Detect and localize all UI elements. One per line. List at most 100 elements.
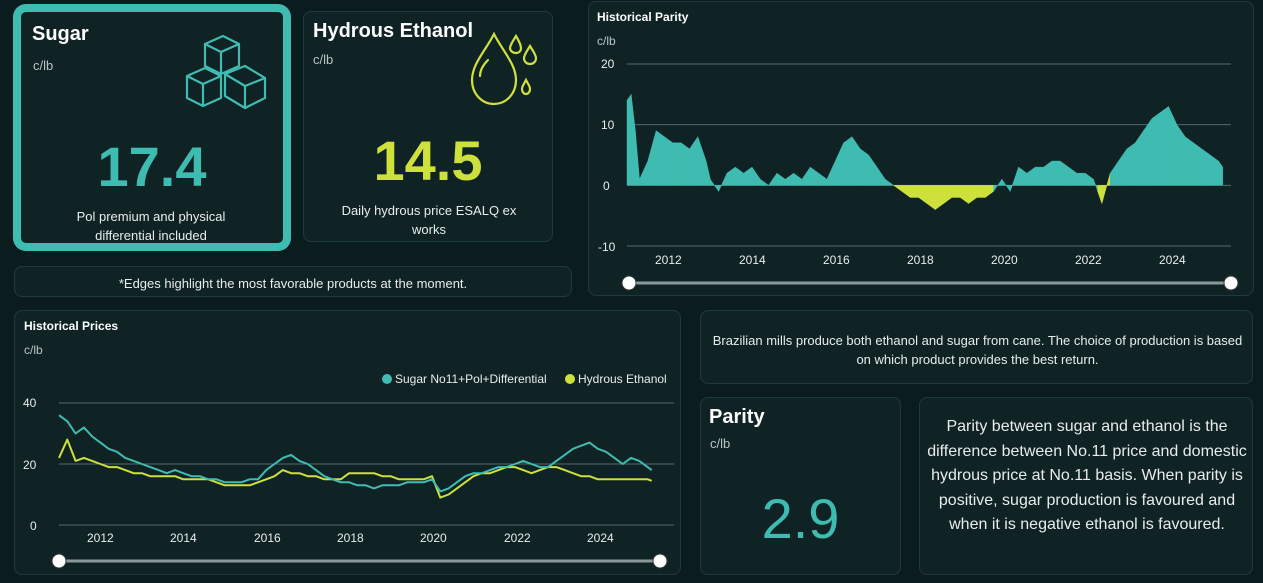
parity-area-segment	[1043, 160, 1053, 186]
parity-area-segment	[835, 142, 844, 186]
droplets-icon	[470, 31, 538, 106]
parity-area-segment	[726, 166, 736, 186]
sugar-price: 17.4	[97, 135, 207, 198]
parity-area-segment	[951, 185, 961, 198]
parity-area-segment	[776, 172, 786, 186]
parity-area-segment	[1176, 123, 1186, 186]
ethanol-description: Daily hydrous price ESALQ ex works	[341, 203, 517, 237]
parity-area-segment	[710, 178, 719, 193]
parity-area-segment	[926, 185, 936, 211]
edges-note: *Edges highlight the most favorable prod…	[118, 276, 468, 291]
parity-x-tick: 2012	[655, 253, 682, 267]
parity-area-segment	[760, 178, 770, 186]
prices-range-end-handle[interactable]	[652, 553, 668, 569]
parity-area-segment	[1001, 178, 1011, 193]
parity-area-segment	[1134, 129, 1144, 186]
parity-area-segment	[885, 178, 895, 186]
parity-area-segment	[630, 94, 636, 186]
prices-y-tick: 0	[30, 519, 37, 533]
parity-unit: c/lb	[710, 436, 731, 451]
parity-area-segment	[868, 154, 878, 186]
parity-range-end-handle[interactable]	[1223, 275, 1239, 291]
parity-area-segment	[1126, 142, 1136, 186]
parity-area-segment	[1143, 117, 1153, 186]
sugar-price-line	[58, 414, 653, 493]
parity-chart-card: Historical Parity c/lb 20 10 0 -10 2012 …	[588, 1, 1254, 296]
parity-area-segment	[647, 130, 657, 186]
parity-area-segment	[768, 172, 778, 186]
parity-area-segment	[968, 185, 978, 205]
parity-card[interactable]: Parity c/lb 2.9	[700, 397, 901, 575]
sugar-title: Sugar	[32, 23, 89, 45]
parity-area-segment	[801, 166, 811, 186]
parity-range-start-handle[interactable]	[621, 275, 637, 291]
info-text: Brazilian mills produce both ethanol and…	[712, 333, 1243, 367]
parity-area-segment	[664, 136, 674, 186]
sugar-unit: c/lb	[33, 58, 54, 73]
parity-area-segment	[901, 185, 911, 198]
parity-area-segment	[892, 185, 903, 192]
parity-y-tick: 20	[601, 57, 615, 71]
parity-area-segment	[1034, 166, 1044, 186]
ethanol-title: Hydrous Ethanol	[313, 20, 474, 42]
parity-x-tick: 2018	[907, 253, 934, 267]
prices-x-tick: 2014	[170, 531, 197, 545]
parity-area-segment	[1084, 172, 1094, 186]
parity-area-segment	[943, 185, 953, 205]
legend-ethanol-label: Hydrous Ethanol	[578, 372, 667, 386]
parity-area-segment	[876, 166, 886, 186]
parity-area-segment	[718, 173, 728, 192]
parity-area-segment	[959, 185, 969, 205]
parity-area-segment	[810, 166, 819, 186]
parity-y-tick: -10	[598, 240, 616, 254]
ethanol-price: 14.5	[373, 129, 483, 192]
parity-area-segment	[860, 148, 869, 186]
parity-x-tick: 2022	[1075, 253, 1102, 267]
parity-area-segment	[639, 160, 649, 186]
parity-area-segment	[826, 160, 836, 186]
parity-x-tick: 2020	[991, 253, 1018, 267]
parity-area-segment	[785, 172, 794, 186]
parity-area-segment	[843, 136, 853, 186]
parity-area-segment	[1201, 148, 1211, 186]
parity-area-segment	[1009, 167, 1019, 192]
parity-area-segment	[1093, 179, 1098, 192]
parity-area-segment	[689, 135, 699, 186]
parity-area-segment	[735, 166, 744, 186]
prices-x-tick: 2012	[87, 531, 114, 545]
parity-area-segment	[1159, 105, 1169, 186]
parity-area-segment	[818, 172, 828, 186]
parity-area-segment	[1051, 160, 1061, 186]
parity-explanation: Parity between sugar and ethanol is the …	[927, 418, 1247, 533]
parity-area-segment	[1209, 154, 1219, 186]
legend-sugar-label: Sugar No11+Pol+Differential	[395, 372, 547, 386]
prices-x-tick: 2022	[504, 531, 531, 545]
sugar-description: Pol premium and physical differential in…	[76, 209, 226, 243]
parity-area-segment	[1168, 106, 1178, 186]
parity-area-segment	[1184, 136, 1194, 186]
edges-note-card: *Edges highlight the most favorable prod…	[14, 266, 572, 297]
parity-area-segment	[1076, 172, 1086, 186]
prices-y-tick: 20	[23, 458, 37, 472]
prices-chart-card: Historical Prices c/lb Sugar No11+Pol+Di…	[14, 310, 681, 575]
parity-area-segment	[635, 130, 640, 186]
parity-title: Parity	[709, 406, 765, 428]
parity-area-segment	[672, 142, 682, 186]
parity-area-segment	[1118, 148, 1128, 186]
prices-range-start-handle[interactable]	[51, 553, 67, 569]
parity-area-segment	[697, 136, 707, 186]
parity-x-tick: 2024	[1159, 253, 1186, 267]
ethanol-card[interactable]: Hydrous Ethanol c/lb 14.5 Daily hydrous …	[303, 11, 553, 242]
parity-y-tick: 0	[603, 179, 610, 193]
parity-area-segment	[918, 185, 928, 205]
prices-x-tick: 2016	[254, 531, 281, 545]
parity-area-segment	[1026, 166, 1036, 186]
parity-area-segment	[1109, 160, 1119, 186]
parity-area-segment	[1151, 112, 1161, 186]
parity-area-segment	[851, 135, 861, 186]
sugar-cubes-icon	[185, 34, 267, 110]
parity-area-segment	[655, 130, 665, 186]
parity-area-segment	[993, 178, 1003, 193]
parity-area-segment	[1068, 166, 1078, 186]
sugar-card[interactable]: Sugar c/lb 17.4 Pol premium and physical…	[14, 5, 290, 250]
